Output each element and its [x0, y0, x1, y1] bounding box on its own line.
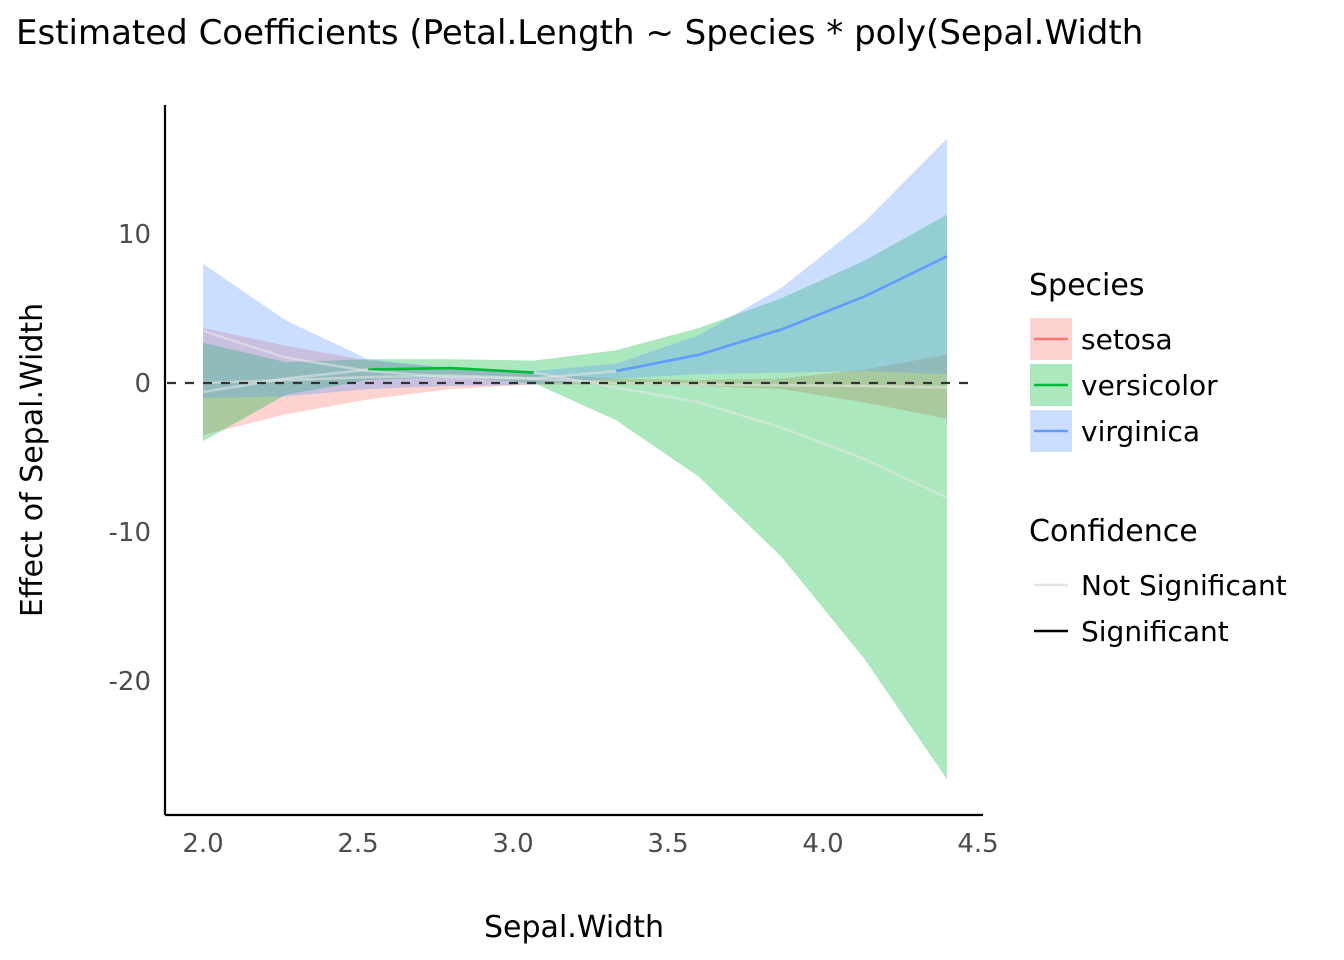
x-tick-label: 2.5: [337, 829, 378, 859]
y-tick-label: 0: [134, 369, 151, 399]
legend-species-keys: setosa versicolor virginica: [1030, 318, 1218, 452]
confidence-bands: [203, 138, 947, 780]
legend-species-title: Species: [1029, 268, 1144, 303]
x-tick-label: 4.0: [802, 829, 843, 859]
line-segment-virginica: [368, 369, 452, 379]
line-segment-virginica: [863, 255, 948, 298]
chart-title: Estimated Coefficients (Petal.Length ~ S…: [16, 13, 1143, 53]
y-tick-label: -10: [109, 518, 151, 548]
coefficient-lines: [202, 255, 948, 499]
legend-confidence-keys: Not Significant Significant: [1034, 569, 1287, 648]
line-segment-versicolor: [698, 401, 783, 429]
line-segment-setosa: [285, 375, 369, 382]
y-axis-ticks: 10 0 -10 -20: [109, 220, 151, 697]
line-segment-virginica: [285, 356, 369, 373]
legend-label-virginica: virginica: [1081, 415, 1200, 448]
line-segment-versicolor: [781, 426, 865, 461]
line-segment-versicolor: [863, 457, 948, 499]
line-segment-virginica: [450, 375, 534, 380]
line-segment-setosa: [864, 384, 948, 389]
legend-label-setosa: setosa: [1081, 323, 1173, 356]
line-segment-virginica: [781, 295, 865, 331]
x-axis-ticks: 2.0 2.5 3.0 3.5 4.0 4.5: [182, 829, 998, 859]
legend-confidence-title: Confidence: [1029, 514, 1198, 549]
y-tick-label: -20: [109, 667, 151, 697]
line-segment-setosa: [698, 383, 782, 387]
y-axis-title: Effect of Sepal.Width: [15, 303, 50, 617]
x-axis-title: Sepal.Width: [484, 910, 664, 945]
x-tick-label: 4.5: [957, 829, 998, 859]
legend: Species setosa versicolor virginica Confid…: [1029, 268, 1287, 648]
line-segment-virginica: [533, 369, 617, 380]
line-segment-virginica: [698, 328, 783, 356]
x-tick-label: 2.0: [182, 829, 223, 859]
line-segment-versicolor: [285, 368, 369, 380]
legend-label-versicolor: versicolor: [1081, 369, 1218, 402]
line-segment-setosa: [781, 383, 865, 388]
line-segment-versicolor: [202, 377, 286, 394]
legend-label-confidence: Significant: [1081, 615, 1229, 648]
x-tick-label: 3.0: [492, 829, 533, 859]
axes: [163, 105, 983, 817]
band-virginica: [203, 138, 947, 398]
line-segment-versicolor: [368, 366, 452, 371]
line-segment-virginica: [202, 329, 287, 359]
line-segment-versicolor: [615, 386, 700, 404]
line-segment-versicolor: [533, 371, 617, 389]
band-versicolor: [203, 214, 947, 780]
line-segment-virginica: [615, 353, 700, 373]
line-segment-versicolor: [450, 366, 534, 374]
x-tick-label: 3.5: [647, 829, 688, 859]
y-tick-label: 10: [118, 220, 151, 250]
legend-label-confidence: Not Significant: [1081, 569, 1287, 602]
